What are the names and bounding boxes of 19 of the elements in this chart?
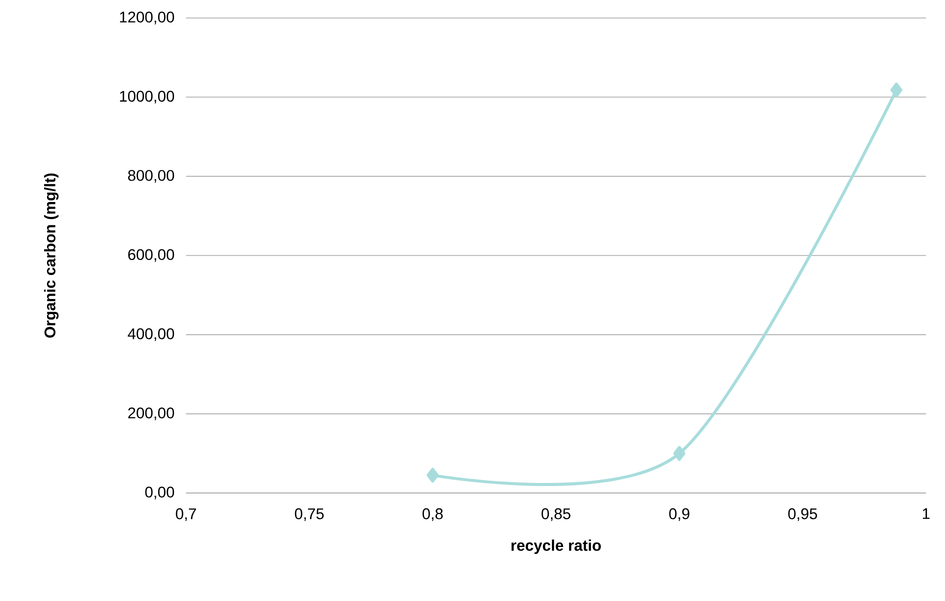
x-tick-label: 0,85 xyxy=(542,508,570,522)
y-axis-title: Organic carbon (mg/lt) xyxy=(44,173,59,338)
point xyxy=(426,468,439,483)
y-tick-label: 200,00 xyxy=(128,407,174,420)
x-tick-label: 0,7 xyxy=(176,508,196,522)
x-tick-label: 0,95 xyxy=(788,508,818,522)
y-tick-label: 600,00 xyxy=(128,249,174,262)
x-axis-title: recycle ratio xyxy=(512,540,601,554)
point xyxy=(673,446,686,461)
y-tick-label: 1000,00 xyxy=(120,90,174,104)
point xyxy=(890,82,902,98)
y-tick-label: 800,00 xyxy=(128,170,174,183)
x-tick-label: 0,9 xyxy=(669,508,690,522)
x-tick-label: 1 xyxy=(922,508,930,519)
y-tick-label: 400,00 xyxy=(128,328,174,342)
y-tick-label: 1200,00 xyxy=(120,12,174,24)
y-tick-label: 0,00 xyxy=(145,486,174,500)
x-tick-label: 0,75 xyxy=(294,508,324,522)
x-tick-label: 0,8 xyxy=(422,508,443,522)
